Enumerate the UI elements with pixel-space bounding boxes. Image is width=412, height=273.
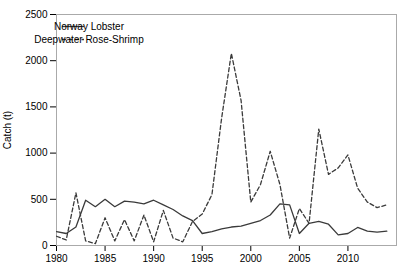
svg-text:2000: 2000 <box>25 55 48 66</box>
svg-text:Deepwater Rose-Shrimp: Deepwater Rose-Shrimp <box>34 34 144 45</box>
svg-text:1985: 1985 <box>94 253 117 264</box>
svg-text:1990: 1990 <box>143 253 166 264</box>
svg-text:2005: 2005 <box>288 253 311 264</box>
svg-text:0: 0 <box>42 240 48 251</box>
svg-text:Catch (t): Catch (t) <box>2 111 13 149</box>
svg-text:2010: 2010 <box>337 253 360 264</box>
svg-text:1995: 1995 <box>191 253 214 264</box>
svg-text:500: 500 <box>31 194 48 205</box>
svg-text:1000: 1000 <box>25 147 48 158</box>
svg-text:1980: 1980 <box>45 253 68 264</box>
svg-text:2500: 2500 <box>25 9 48 20</box>
svg-text:2000: 2000 <box>240 253 263 264</box>
svg-text:Norway Lobster: Norway Lobster <box>54 21 125 32</box>
svg-text:1500: 1500 <box>25 101 48 112</box>
